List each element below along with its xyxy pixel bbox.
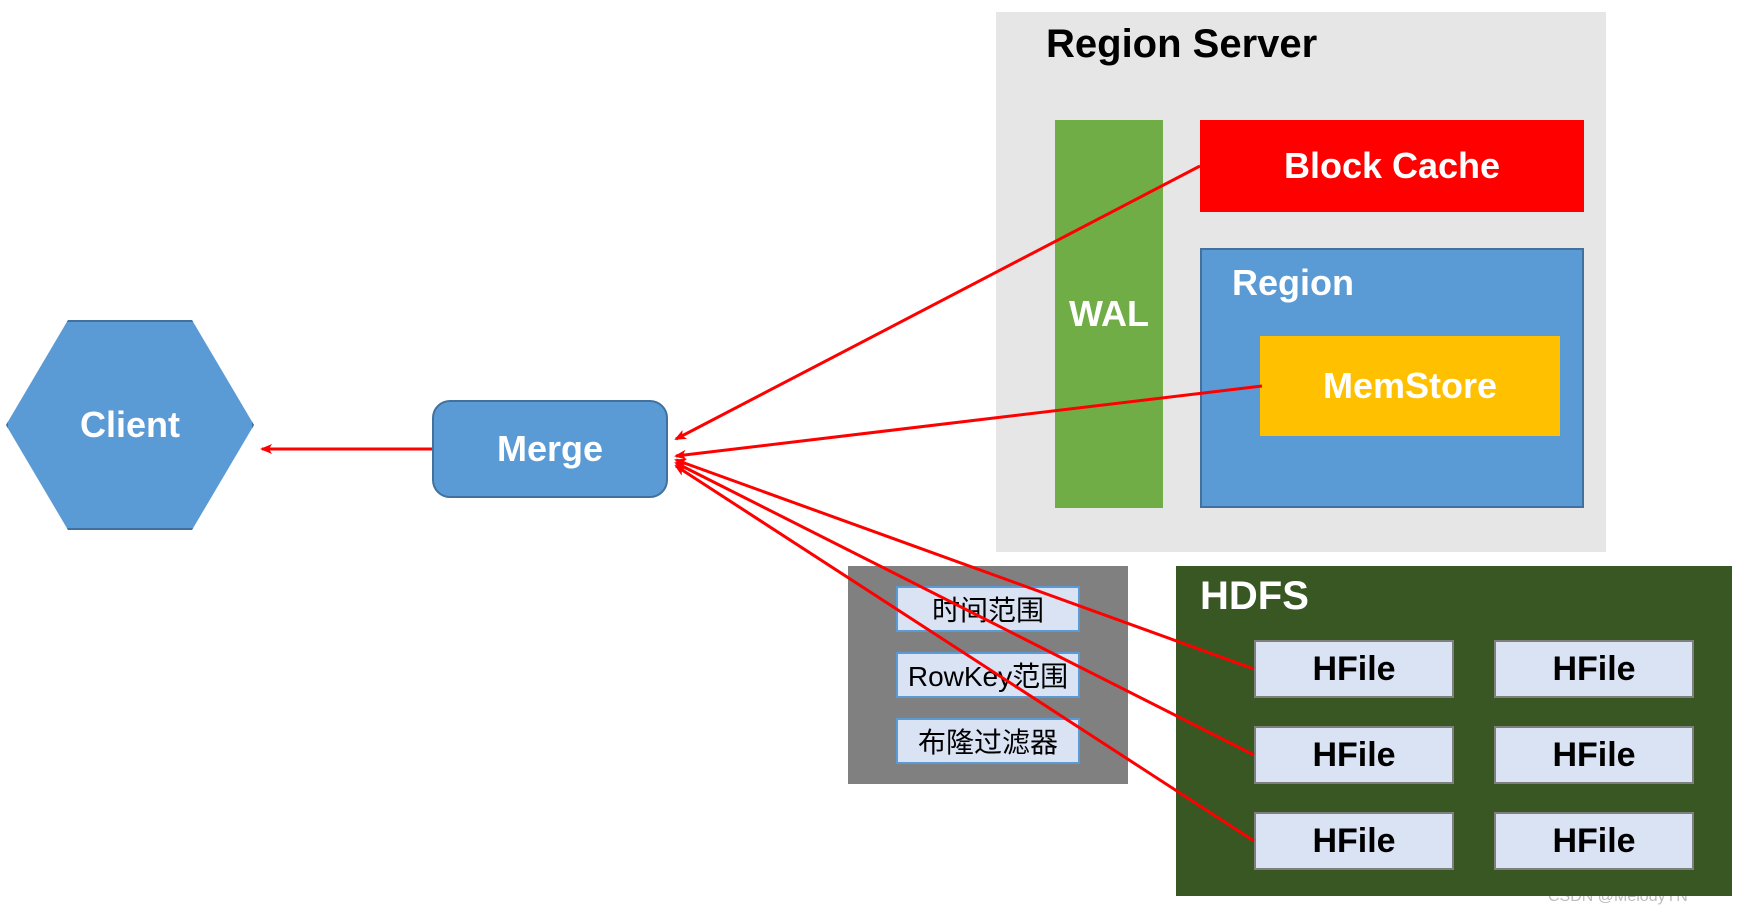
node-label-client: Client	[80, 404, 180, 446]
node-hfile-b2: HFile	[1494, 726, 1694, 784]
node-label-hfile-b2: HFile	[1552, 736, 1635, 775]
node-label-filter2: RowKey范围	[908, 655, 1068, 695]
node-label-hdfs: HDFS	[1200, 574, 1309, 619]
node-filter1: 时间范围	[896, 586, 1080, 632]
node-label-hfile-a1: HFile	[1312, 650, 1395, 689]
node-block-cache: Block Cache	[1200, 120, 1584, 212]
node-label-merge: Merge	[497, 428, 603, 470]
node-merge: Merge	[432, 400, 668, 498]
node-hfile-a1: HFile	[1254, 640, 1454, 698]
node-hfile-a2: HFile	[1254, 726, 1454, 784]
node-client: Client	[6, 320, 254, 530]
node-label-filter3: 布隆过滤器	[918, 721, 1058, 761]
node-filter3: 布隆过滤器	[896, 718, 1080, 764]
node-label-hfile-b3: HFile	[1552, 822, 1635, 861]
node-filter2: RowKey范围	[896, 652, 1080, 698]
node-hfile-b1: HFile	[1494, 640, 1694, 698]
node-label-memstore: MemStore	[1323, 365, 1497, 407]
node-memstore: MemStore	[1260, 336, 1560, 436]
node-hfile-a3: HFile	[1254, 812, 1454, 870]
node-label-hfile-a2: HFile	[1312, 736, 1395, 775]
node-label-filter1: 时间范围	[932, 589, 1044, 629]
node-label-region-server: Region Server	[1046, 22, 1317, 67]
node-label-hfile-a3: HFile	[1312, 822, 1395, 861]
node-hfile-b3: HFile	[1494, 812, 1694, 870]
node-label-wal: WAL	[1069, 293, 1149, 335]
node-wal: WAL	[1055, 120, 1163, 508]
node-label-hfile-b1: HFile	[1552, 650, 1635, 689]
node-label-block-cache: Block Cache	[1284, 145, 1500, 187]
node-label-region: Region	[1232, 262, 1354, 304]
